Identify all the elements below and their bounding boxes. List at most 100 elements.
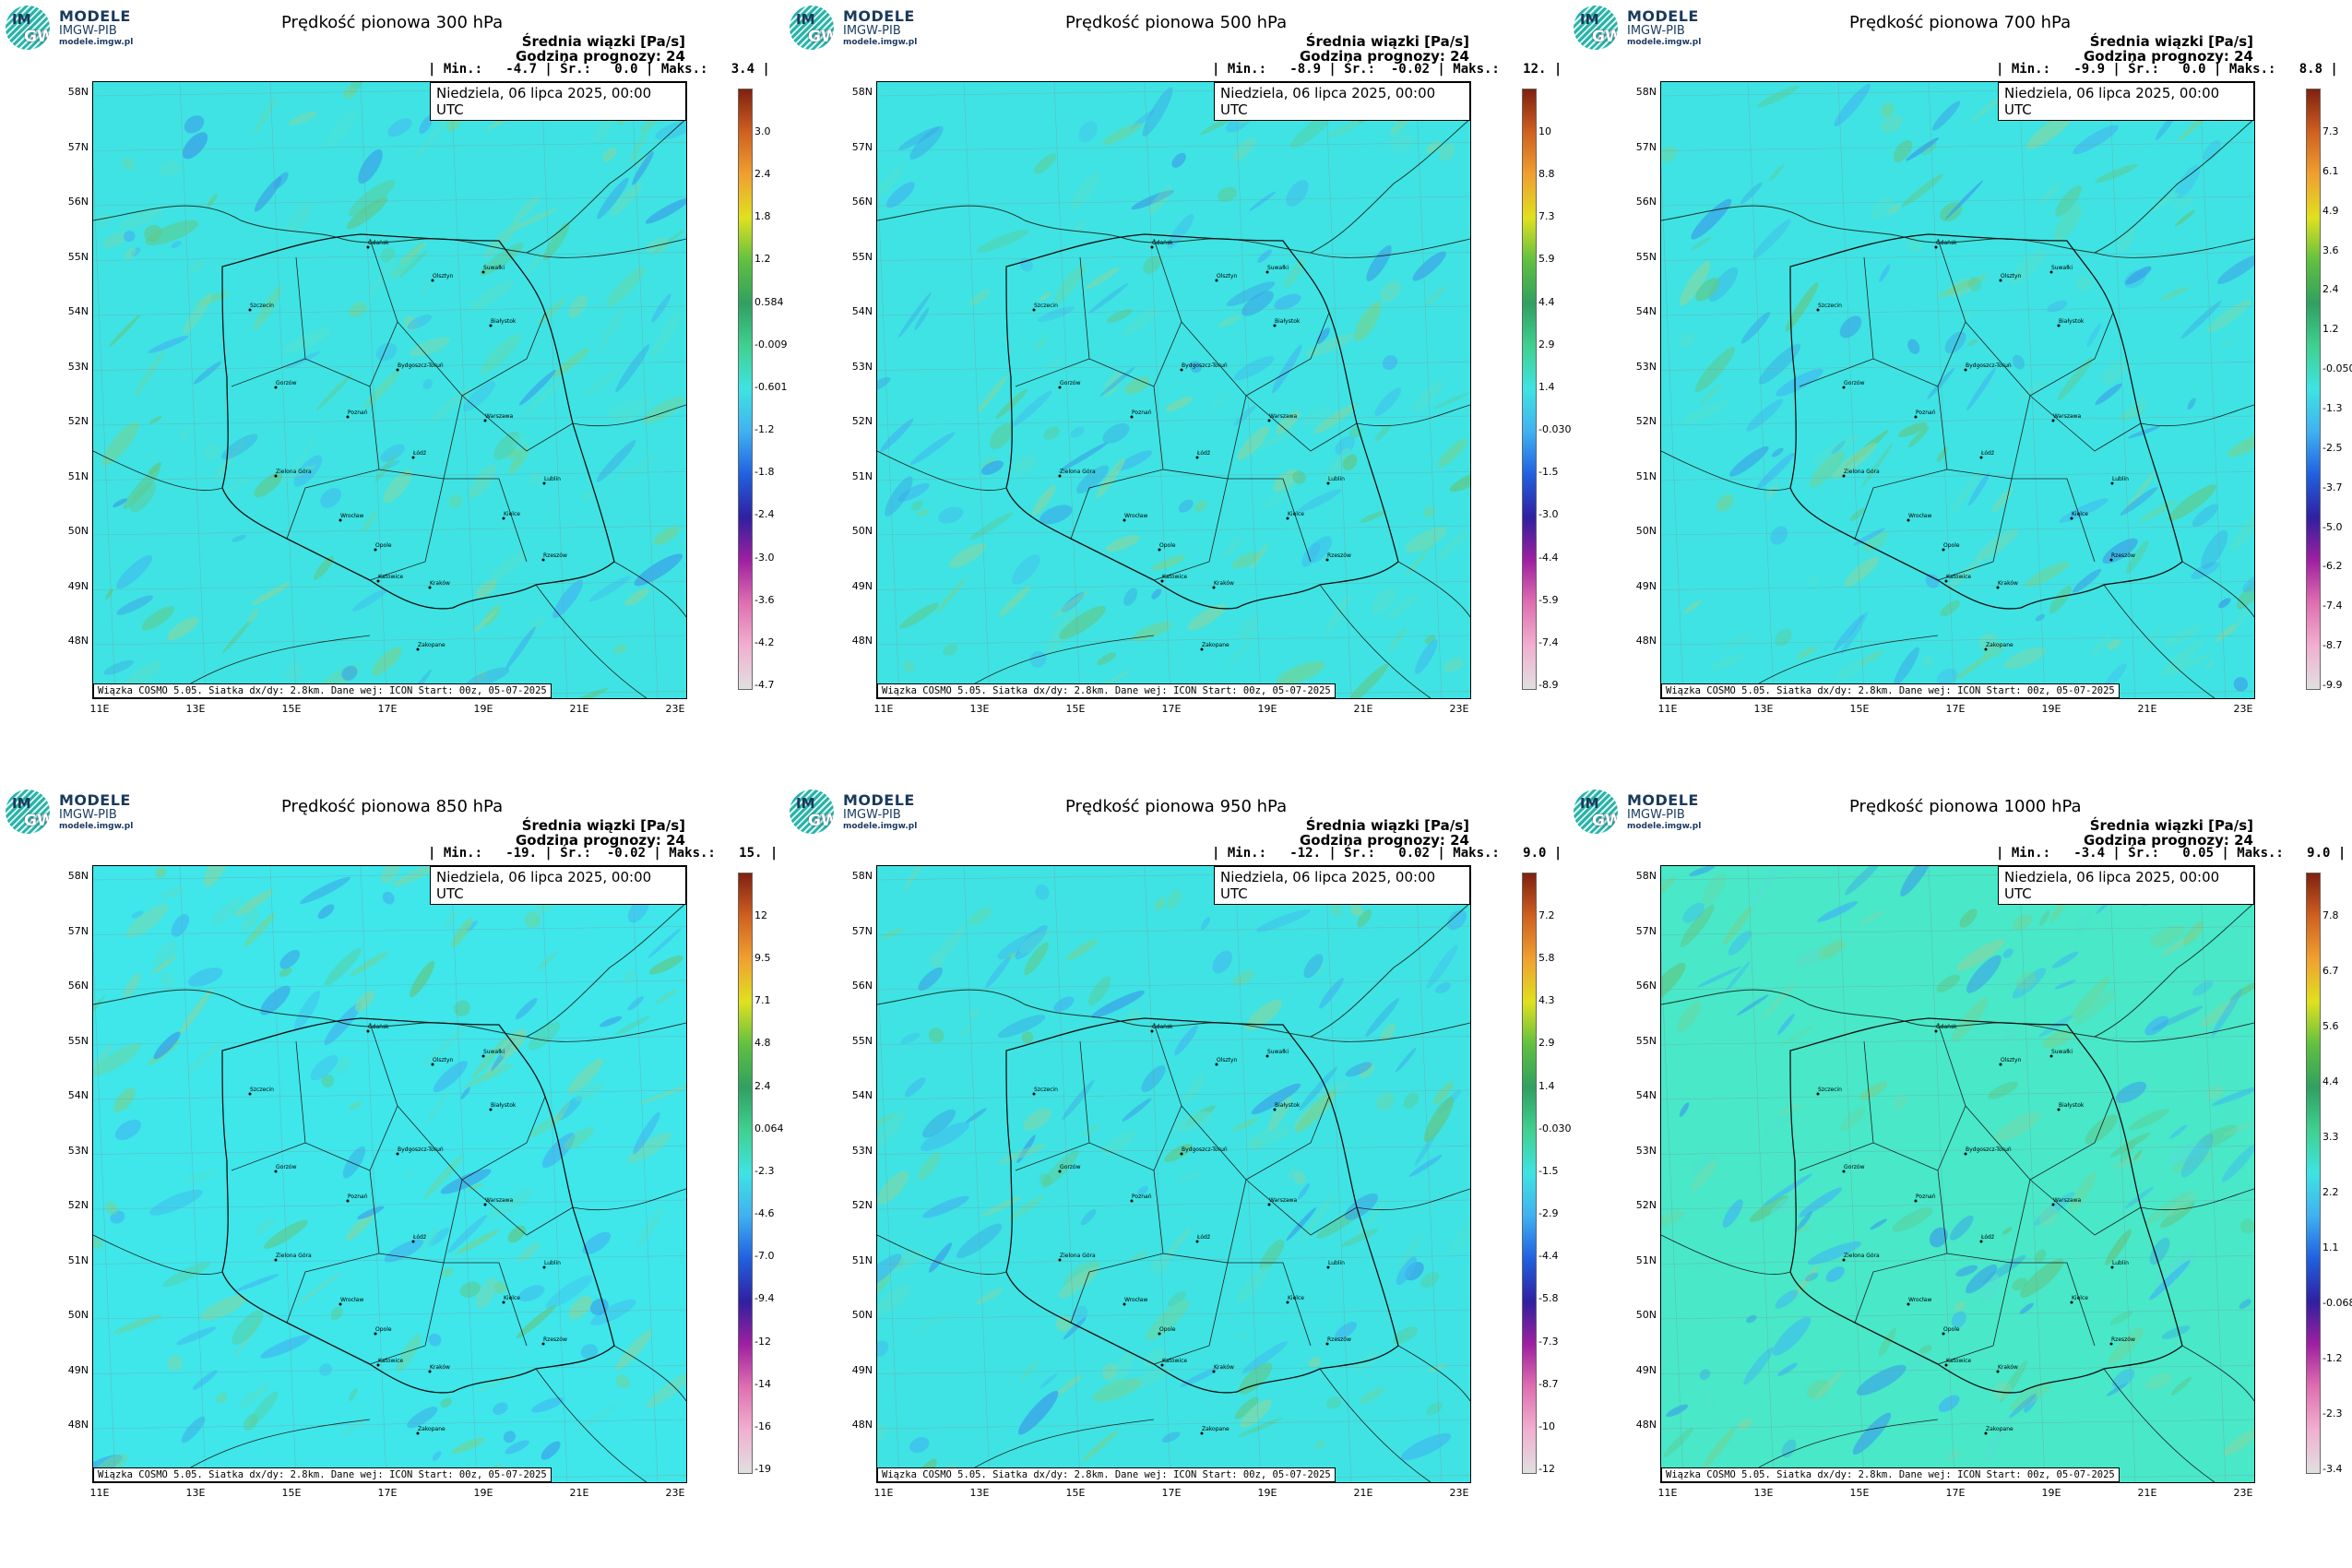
logo-org: IMGW-PIB: [1627, 808, 1685, 822]
field-texture-blob: [903, 659, 915, 673]
field-texture-blob: [2141, 624, 2163, 653]
field-texture-blob: [2010, 1381, 2052, 1411]
colorbar-tick-label: -0.030: [1538, 1122, 1572, 1134]
field-texture-blob: [914, 307, 930, 331]
country-border: [613, 1345, 686, 1402]
field-texture-blob: [1062, 1080, 1095, 1121]
field-texture-blob: [281, 327, 332, 354]
field-texture-blob: [238, 1384, 269, 1408]
voivodeship-boundary: [231, 358, 306, 387]
graticule-line: [1234, 82, 1262, 698]
latitude-label: 54N: [851, 305, 873, 317]
graticule-line: [1661, 305, 2254, 316]
graticule-line: [1053, 82, 1081, 698]
city-marker: [1286, 517, 1289, 520]
city-label: Olsztyn: [1217, 1057, 1238, 1063]
country-border: [1356, 1188, 1470, 1211]
stats-line: | Min.: -19. | Śr.: -0.02 | Maks.: 15. |: [428, 846, 778, 861]
city-label: Lublin: [544, 1260, 561, 1266]
field-texture-blob: [877, 1423, 888, 1442]
field-texture-blob: [508, 445, 529, 474]
field-texture-blob: [319, 1363, 332, 1376]
colorbar-tick-label: -7.4: [1538, 636, 1559, 648]
field-texture-blob: [2038, 1206, 2058, 1227]
voivodeship-boundary: [2029, 395, 2142, 452]
field-texture-blob: [531, 1396, 564, 1413]
field-texture-blob: [1131, 190, 1174, 210]
field-texture-blob: [627, 996, 644, 1011]
longitude-label: 13E: [185, 703, 206, 715]
field-texture-blob: [1999, 1360, 2027, 1403]
field-texture-blob: [1859, 650, 1883, 665]
field-texture-blob: [877, 376, 891, 392]
field-texture-blob: [610, 183, 642, 216]
city-marker: [339, 1302, 342, 1306]
latitude-label: 58N: [851, 870, 873, 882]
colorbar-tick-label: 4.4: [1538, 295, 1555, 308]
city-marker: [502, 517, 505, 520]
field-texture-blob: [1056, 1374, 1082, 1396]
model-info-footer: Wiązka COSMO 5.05. Siatka dx/dy: 2.8km. …: [877, 1467, 1336, 1482]
graticule-line: [1928, 82, 1955, 698]
city-label: Białystok: [2059, 318, 2085, 325]
field-texture-blob: [1936, 275, 1988, 298]
field-texture-blob: [317, 904, 335, 920]
field-texture-blob: [185, 1039, 223, 1076]
field-texture-blob: [125, 247, 137, 260]
colorbar-tick-label: -5.8: [1538, 1292, 1559, 1305]
city-label: Poznań: [348, 410, 368, 416]
field-texture-blob: [448, 494, 463, 508]
longitude-label: 13E: [969, 703, 990, 715]
colorbar-tick-label: 2.2: [2322, 1186, 2339, 1198]
field-texture-blob: [1173, 1111, 1213, 1133]
field-texture-blob: [380, 444, 405, 462]
city-marker: [1032, 308, 1036, 312]
field-texture-blob: [116, 554, 153, 589]
country-border: [535, 1368, 647, 1482]
imgw-logo: IM GW MODELE IMGW-PIB modele.imgw.pl: [790, 790, 919, 836]
field-texture-blob: [1295, 1089, 1336, 1134]
field-texture-blob: [1944, 331, 1966, 354]
colorbar-tick-label: 7.1: [754, 994, 771, 1007]
field-texture-blob: [2107, 638, 2121, 650]
field-texture-blob: [1340, 1229, 1379, 1248]
field-texture-blob: [440, 1169, 492, 1194]
city-label: Zakopane: [418, 1426, 445, 1432]
field-texture-blob: [1041, 1150, 1079, 1188]
field-texture-blob: [1677, 1002, 1701, 1033]
field-texture-blob: [1178, 499, 1194, 513]
field-texture-blob: [113, 498, 127, 507]
city-marker: [1267, 419, 1271, 422]
field-texture-blob: [419, 115, 434, 135]
city-marker: [274, 1258, 278, 1262]
field-texture-blob: [383, 469, 413, 504]
field-texture-blob: [1319, 978, 1344, 1009]
imgw-logo-icon: IM GW: [6, 790, 50, 834]
city-label: Zakopane: [418, 642, 445, 648]
city-marker: [541, 1342, 545, 1346]
city-label: Łódź: [412, 1234, 426, 1241]
country-border: [1310, 1022, 1470, 1042]
city-label: Białystok: [1275, 318, 1301, 325]
field-texture-blob: [529, 917, 540, 930]
latitude-label: 54N: [1635, 1089, 1657, 1101]
baltic-coastline: [93, 118, 686, 254]
field-texture-blob: [2171, 196, 2193, 211]
field-texture-blob: [1167, 1291, 1187, 1307]
field-background: [93, 82, 686, 698]
field-texture-blob: [207, 194, 218, 208]
country-border: [1661, 1234, 1791, 1275]
field-texture-blob: [1039, 505, 1073, 525]
field-texture-blob: [123, 231, 136, 243]
field-texture-blob: [1081, 1125, 1100, 1136]
field-texture-blob: [321, 1074, 335, 1087]
city-marker: [1942, 548, 1945, 552]
colorbar-tick-label: 1.4: [1538, 380, 1555, 393]
colorbar-tick-label: -10: [1538, 1420, 1555, 1432]
field-texture-blob: [2144, 1372, 2173, 1391]
city-marker: [374, 548, 377, 552]
city-marker: [346, 1199, 350, 1203]
field-texture-blob: [1918, 1345, 1932, 1354]
colorbar-tick-label: 10: [1538, 125, 1551, 137]
field-texture-blob: [1284, 258, 1306, 288]
